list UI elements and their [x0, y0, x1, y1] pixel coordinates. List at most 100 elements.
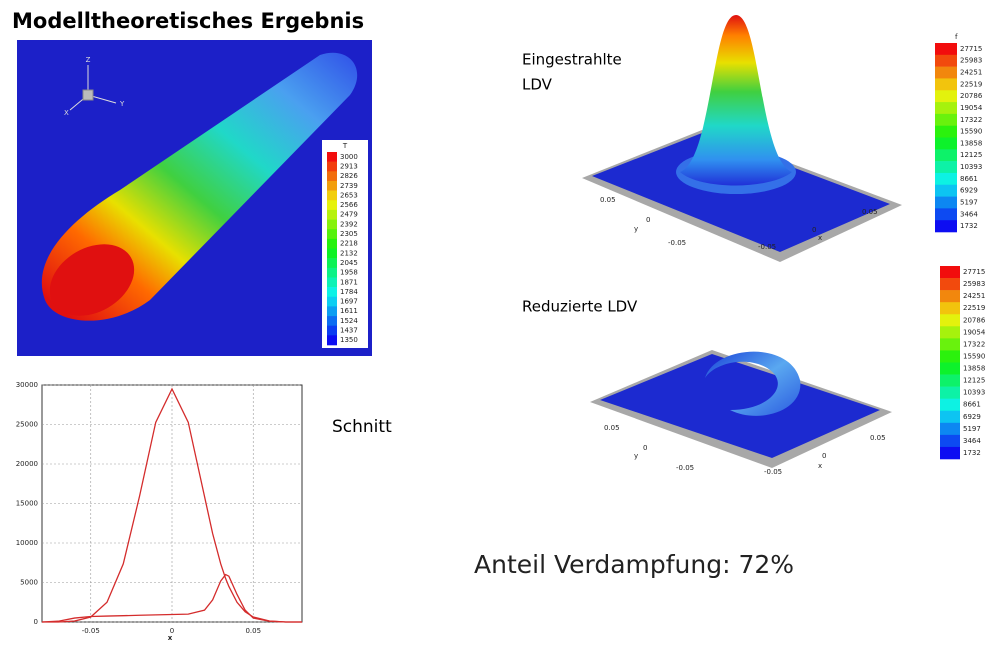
- axis-label: Z: [86, 56, 91, 64]
- legend-label: 13858: [963, 365, 985, 373]
- legend-swatch: [940, 338, 960, 350]
- legend-label: 2653: [340, 191, 358, 199]
- legend-label: 8661: [963, 401, 981, 409]
- legend-label: 12125: [963, 377, 985, 385]
- legend-swatch: [935, 220, 957, 232]
- title: Modelltheoretisches Ergebnis: [12, 9, 364, 33]
- legend-swatch: [327, 326, 337, 336]
- legend-label: 13858: [960, 139, 982, 147]
- axis-tick: 0: [643, 444, 647, 452]
- legend-swatch: [940, 290, 960, 302]
- legend-label: 6929: [963, 413, 981, 421]
- y-tick-label: 25000: [16, 421, 38, 429]
- legend-label: 10393: [960, 163, 982, 171]
- panel-label: Eingestrahlte: [522, 51, 622, 69]
- legend-swatch: [935, 102, 957, 114]
- legend-label: 3464: [960, 210, 978, 218]
- legend-label: 2913: [340, 162, 358, 170]
- x-axis-label: x: [168, 634, 173, 641]
- axis-tick: 0: [822, 452, 826, 460]
- legend-label: 1611: [340, 307, 358, 315]
- legend-label: 2305: [340, 230, 358, 238]
- legend-label: 2392: [340, 220, 358, 228]
- legend-label: 1732: [960, 222, 978, 230]
- legend-label: 15590: [960, 128, 982, 136]
- legend-label: 1784: [340, 288, 358, 296]
- legend-label: 2826: [340, 172, 358, 180]
- legend-label: 1871: [340, 278, 358, 286]
- legend-label: 15590: [963, 352, 985, 360]
- axis-tick: 0.05: [870, 434, 886, 442]
- axis-label: x: [818, 234, 822, 242]
- legend-swatch: [327, 277, 337, 287]
- legend-swatch: [940, 350, 960, 362]
- y-tick-label: 10000: [16, 539, 38, 547]
- legend-label: 20786: [960, 92, 983, 100]
- section-label: Schnitt: [332, 417, 392, 437]
- legend-label: 2218: [340, 240, 358, 248]
- legend-swatch: [327, 191, 337, 201]
- legend-swatch: [935, 43, 957, 55]
- axis-tick: -0.05: [676, 464, 694, 472]
- y-tick-label: 30000: [16, 381, 38, 389]
- legend-label: 1437: [340, 327, 358, 335]
- legend-swatch: [940, 387, 960, 399]
- axis-label: Y: [119, 100, 125, 108]
- legend-swatch: [935, 161, 957, 173]
- legend-swatch: [327, 229, 337, 239]
- legend-swatch: [327, 171, 337, 181]
- legend-label: 2132: [340, 249, 358, 257]
- legend-label: 2566: [340, 201, 358, 209]
- legend-label: 1524: [340, 317, 358, 325]
- irradiated-surface: [582, 15, 902, 262]
- legend-label: 6929: [960, 187, 978, 195]
- legend-title: f: [955, 33, 958, 41]
- legend-label: 17322: [963, 340, 985, 348]
- legend-swatch: [327, 268, 337, 278]
- axis-tick: 0.05: [862, 208, 878, 216]
- legend-swatch: [935, 138, 957, 150]
- legend-swatch: [940, 447, 960, 459]
- legend-label: 2045: [340, 259, 358, 267]
- legend-label: 24251: [963, 292, 985, 300]
- y-tick-label: 0: [34, 618, 38, 626]
- legend-title: T: [342, 142, 348, 150]
- legend-swatch: [327, 162, 337, 172]
- legend-label: 2479: [340, 211, 358, 219]
- legend-swatch: [327, 316, 337, 326]
- legend-label: 19054: [963, 328, 986, 336]
- x-tick-label: -0.05: [82, 627, 100, 635]
- legend-swatch: [327, 335, 337, 345]
- legend-swatch: [327, 152, 337, 162]
- legend-swatch: [327, 258, 337, 268]
- legend-swatch: [935, 78, 957, 90]
- legend-label: 1697: [340, 298, 358, 306]
- axis-label: y: [634, 225, 638, 233]
- legend-swatch: [935, 126, 957, 138]
- legend-swatch: [327, 249, 337, 259]
- legend-label: 22519: [960, 80, 982, 88]
- axis-tick: 0.05: [604, 424, 620, 432]
- legend-swatch: [327, 200, 337, 210]
- legend-swatch: [935, 67, 957, 79]
- legend-label: 5197: [963, 425, 981, 433]
- axis-tick: 0: [646, 216, 650, 224]
- axis-tick: -0.05: [668, 239, 686, 247]
- x-tick-label: 0.05: [245, 627, 261, 635]
- legend-label: 1732: [963, 449, 981, 457]
- legend-swatch: [940, 375, 960, 387]
- y-tick-label: 20000: [16, 460, 38, 468]
- axis-label: X: [64, 109, 69, 117]
- legend-swatch: [327, 297, 337, 307]
- legend-swatch: [940, 314, 960, 326]
- legend-label: 22519: [963, 304, 985, 312]
- legend-swatch: [935, 197, 957, 209]
- legend-label: 25983: [960, 57, 982, 65]
- legend-swatch: [327, 181, 337, 191]
- legend-label: 3464: [963, 437, 981, 445]
- legend-label: 27715: [960, 45, 982, 53]
- legend-swatch: [935, 185, 957, 197]
- slide: Modelltheoretisches Ergebnis Z Y X T Ein…: [0, 0, 997, 641]
- legend-swatch: [327, 220, 337, 230]
- legend-label: 24251: [960, 69, 982, 77]
